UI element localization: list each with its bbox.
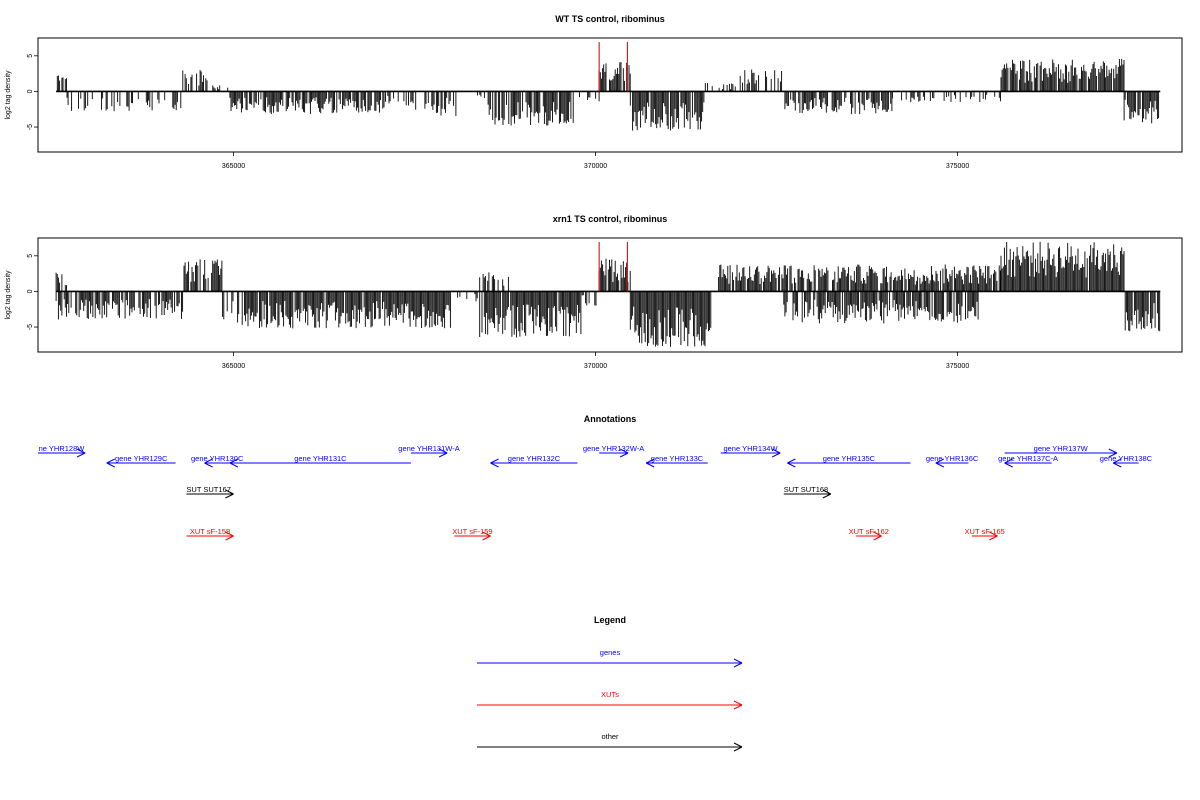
gene-feature: gene YHR131W-A (398, 444, 460, 458)
gene-feature: gene YHR132W-A (583, 444, 644, 458)
sut-feature: SUT SUT167 (186, 485, 234, 499)
gene-feature: gene YHR138C (1100, 454, 1153, 468)
xut-label: XUT sF-162 (849, 527, 889, 536)
x-tick-label: 375000 (946, 363, 969, 370)
gene-feature: gene YHR132C (490, 454, 578, 468)
marker-lines (598, 42, 628, 92)
y-tick-label: -5 (27, 324, 34, 330)
legend-items: genes XUTs other (477, 648, 743, 752)
sut-feature: SUT SUT168 (783, 485, 832, 499)
gene-feature: gene YHR137W (1004, 444, 1118, 458)
x-tick-label: 375000 (946, 163, 969, 170)
annotations-title: Annotations (584, 414, 637, 424)
panel-title: WT TS control, ribominus (555, 14, 665, 24)
xut-label: XUT sF-159 (452, 527, 492, 536)
x-tick-label: 370000 (584, 363, 607, 370)
x-tick-label: 370000 (584, 163, 607, 170)
y-tick-label: 5 (27, 54, 34, 58)
panel-title: xrn1 TS control, ribominus (553, 214, 668, 224)
gene-label: gene YHR136C (926, 454, 979, 463)
gene-feature: gene YHR134W (720, 444, 781, 458)
legend: Legend genes XUTs other (477, 615, 743, 752)
y-axis-label: log2 tag density (5, 70, 12, 120)
gene-label: gene YHR135C (823, 454, 876, 463)
sut-label: SUT SUT167 (186, 485, 230, 494)
legend-item: other (477, 732, 743, 752)
y-tick-label: 0 (27, 89, 34, 93)
gene-label: gene YHR137C-A (998, 454, 1058, 463)
gene-feature: gene YHR136C (926, 454, 979, 468)
signal-bars (56, 58, 1161, 131)
track-panel-xrn1: xrn1 TS control, ribominus log2 tag dens… (5, 214, 1183, 370)
gene-label: gene YHR134W (723, 444, 778, 453)
gene-label: gene YHR133C (651, 454, 704, 463)
x-tick-label: 365000 (222, 163, 245, 170)
sut-label: SUT SUT168 (784, 485, 828, 494)
gene-feature: ne YHR128W (38, 444, 86, 458)
marker-lines (598, 242, 628, 292)
y-tick-label: 0 (27, 289, 34, 293)
xut-feature: XUT sF-159 (452, 527, 493, 541)
y-tick-label: -5 (27, 124, 34, 130)
gene-feature: gene YHR133C (645, 454, 708, 468)
gene-label: gene YHR137W (1034, 444, 1089, 453)
gene-feature: gene YHR130C (191, 454, 244, 468)
annotation-features: ne YHR128W gene YHR129C gene YHR130C gene Y… (38, 444, 1153, 541)
xut-feature: XUT sF-165 (965, 527, 1005, 541)
y-tick-label: 5 (27, 254, 34, 258)
xut-label: XUT sF-158 (190, 527, 230, 536)
xut-label: XUT sF-165 (965, 527, 1005, 536)
x-tick-label: 365000 (222, 363, 245, 370)
gene-label: ne YHR128W (39, 444, 86, 453)
plot-frame (37, 37, 1183, 153)
legend-label: other (601, 732, 619, 741)
y-axis: -5 0 5 (27, 254, 38, 330)
x-axis: 365000 370000 375000 (222, 152, 969, 170)
legend-title: Legend (594, 615, 626, 625)
track-panel-wt: WT TS control, ribominus log2 tag densit… (5, 14, 1183, 170)
gene-label: gene YHR129C (115, 454, 168, 463)
gene-feature: gene YHR137C-A (998, 454, 1058, 468)
y-axis-label: log2 tag density (5, 270, 12, 320)
xut-feature: XUT sF-162 (849, 527, 889, 541)
annotation-track: Annotations ne YHR128W gene YHR129C gene Y… (38, 414, 1153, 541)
gene-feature: gene YHR131C (229, 454, 411, 468)
gene-label: gene YHR131W-A (398, 444, 459, 453)
legend-label: XUTs (601, 690, 619, 699)
gene-label: gene YHR138C (1100, 454, 1153, 463)
legend-label: genes (600, 648, 621, 657)
plot-frame (37, 237, 1183, 353)
signal-bars (55, 241, 1161, 347)
xut-feature: XUT sF-158 (186, 527, 234, 541)
legend-item: XUTs (477, 690, 743, 710)
x-axis: 365000 370000 375000 (222, 352, 969, 370)
gene-feature: gene YHR129C (106, 454, 176, 468)
gene-label: gene YHR130C (191, 454, 244, 463)
y-axis: -5 0 5 (27, 54, 38, 130)
legend-item: genes (477, 648, 743, 668)
gene-label: gene YHR132W-A (583, 444, 644, 453)
gene-feature: gene YHR135C (787, 454, 911, 468)
gene-label: gene YHR132C (508, 454, 561, 463)
gene-label: gene YHR131C (294, 454, 347, 463)
